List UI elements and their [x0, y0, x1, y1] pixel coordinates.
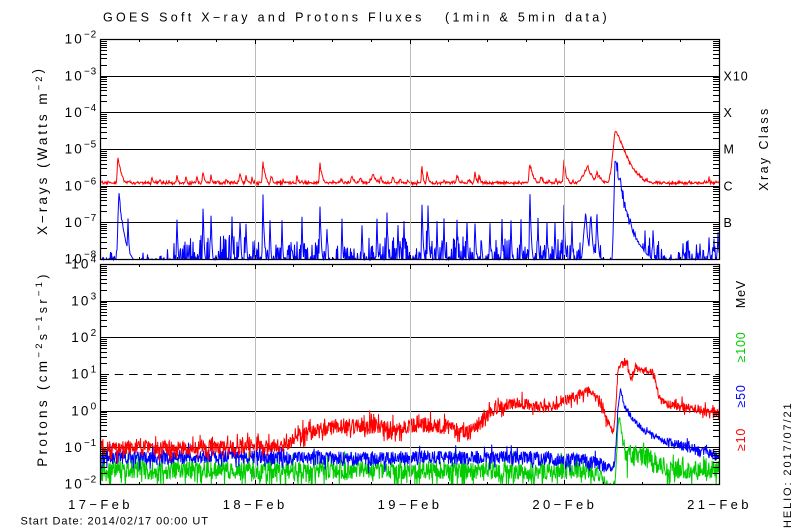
svg-text:≥100: ≥100	[734, 332, 748, 363]
svg-text:Start Date: 2014/02/17 00:00 U: Start Date: 2014/02/17 00:00 UT	[21, 516, 209, 528]
svg-text:X10: X10	[724, 69, 749, 83]
svg-text:101: 101	[71, 365, 97, 382]
svg-text:B: B	[724, 216, 733, 230]
svg-text:102: 102	[71, 328, 97, 345]
svg-text:Protons (cm−2s−1sr−1): Protons (cm−2s−1sr−1)	[34, 271, 50, 466]
svg-text:103: 103	[71, 291, 97, 308]
svg-text:104: 104	[71, 255, 97, 272]
svg-text:100: 100	[71, 401, 97, 418]
svg-text:≥10: ≥10	[734, 428, 748, 451]
svg-text:Xray Class: Xray Class	[757, 106, 771, 190]
svg-text:17−Feb: 17−Feb	[68, 497, 133, 512]
svg-text:MeV: MeV	[734, 280, 748, 308]
svg-text:GOES Soft X−ray and Protons Fl: GOES Soft X−ray and Protons Fluxes (1min…	[103, 11, 610, 25]
svg-text:19−Feb: 19−Feb	[378, 497, 443, 512]
svg-text:C: C	[724, 179, 734, 193]
svg-text:18−Feb: 18−Feb	[223, 497, 288, 512]
svg-text:20−Feb: 20−Feb	[532, 497, 597, 512]
svg-text:X: X	[724, 106, 733, 120]
svg-text:21−Feb: 21−Feb	[687, 497, 752, 512]
svg-text:M: M	[724, 143, 735, 157]
svg-text:X−rays (Watts m−2): X−rays (Watts m−2)	[30, 66, 50, 235]
svg-text:HELIO: 2017/07/21: HELIO: 2017/07/21	[782, 402, 794, 528]
svg-text:≥50: ≥50	[734, 384, 748, 407]
